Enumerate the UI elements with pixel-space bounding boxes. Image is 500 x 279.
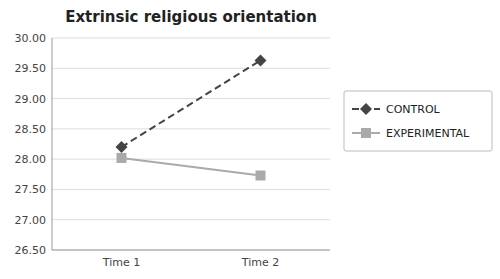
y-tick-label: 28.00: [15, 153, 47, 166]
legend-box: [344, 91, 492, 151]
line: [122, 60, 261, 147]
grid-line: [52, 219, 330, 220]
x-tick-label: Time 2: [241, 256, 279, 269]
grid-line: [52, 68, 330, 69]
grid-line: [52, 189, 330, 190]
x-axis-line: [52, 250, 330, 251]
chart: Extrinsic religious orientation 26.50 27.0…: [0, 0, 500, 279]
series: [117, 153, 266, 181]
legend-marker: [360, 103, 372, 115]
grid-line: [52, 38, 330, 39]
x-tick-label: Time 1: [102, 256, 140, 269]
title: Extrinsic religious orientation: [65, 8, 317, 26]
y-tick-label: 28.50: [15, 123, 47, 136]
legend-marker: [361, 128, 371, 138]
y-tick-label: 26.50: [15, 244, 47, 257]
series: [116, 54, 267, 153]
y-tick-label: 29.00: [15, 93, 47, 106]
grid-line: [52, 250, 330, 251]
marker: [116, 141, 128, 153]
y-tick-label: 29.50: [15, 62, 47, 75]
marker: [117, 153, 127, 163]
y-tick-label: 27.00: [15, 214, 47, 227]
y-axis-line: [52, 38, 53, 250]
grid-line: [52, 128, 330, 129]
marks: [116, 54, 267, 180]
marker: [255, 54, 267, 66]
grid-line: [52, 98, 330, 99]
legend: CONTROL EXPERIMENTAL: [344, 91, 492, 151]
marker: [256, 170, 266, 180]
y-tick-label: 27.50: [15, 183, 47, 196]
legend-label: EXPERIMENTAL: [386, 127, 470, 140]
grid-line: [52, 159, 330, 160]
line: [122, 158, 261, 176]
legend-label: CONTROL: [386, 103, 441, 116]
y-axis: 26.50 27.00 27.50 28.00 28.50 29.00 29.50 30.00: [15, 32, 331, 257]
y-tick-label: 30.00: [15, 32, 47, 45]
